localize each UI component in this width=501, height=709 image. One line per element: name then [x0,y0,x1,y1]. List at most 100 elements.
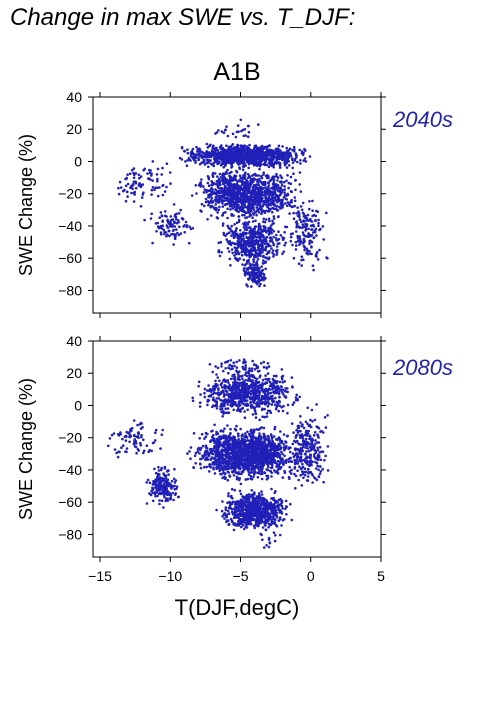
scatter-point [222,166,225,169]
scatter-point [151,160,155,163]
scatter-point [257,201,261,204]
scatter-point [192,432,196,435]
y-tick-label: 0 [74,153,82,169]
scatter-point [225,190,229,193]
scatter-point [197,158,201,161]
scatter-point [236,432,240,436]
scatter-point [317,221,320,225]
scatter-point [257,273,261,277]
scatter-point [241,385,245,389]
scatter-point [218,172,222,176]
scatter-point [302,159,306,162]
scatter-point [252,475,255,479]
scatter-point [308,240,312,244]
scatter-point [241,213,244,217]
scatter-point [245,248,249,251]
scatter-point [267,165,271,169]
scatter-point [260,408,264,412]
scatter-point [223,203,227,207]
scatter-point [203,188,206,191]
scatter-point [228,383,231,387]
scatter-point [272,185,276,188]
scatter-point [212,385,215,388]
scatter-point [260,145,263,149]
scatter-point [280,378,284,381]
scatter-point [166,219,169,222]
scatter-point [222,379,226,383]
scatter-point [285,179,288,183]
scatter-point [232,474,236,477]
scatter-point [298,218,302,221]
scatter-point [263,407,267,411]
scatter-point [246,408,249,412]
scatter-point [289,235,293,239]
scatter-point [224,393,227,396]
scatter-point [238,174,242,177]
scatter-point [309,224,313,227]
scatter-point [257,225,260,228]
scatter-point [314,219,317,223]
scatter-point [184,220,188,224]
scatter-point [300,150,304,153]
scatter-point [252,208,256,211]
scatter-point [253,386,257,389]
scatter-point [246,188,250,192]
scatter-point [125,176,128,180]
scatter-point [242,237,245,240]
scatter-point [189,159,192,162]
scatter-point [124,184,128,188]
scatter-point [272,374,276,378]
scatter-point [295,156,298,159]
scatter-point [273,425,277,429]
scatter-point [259,150,262,154]
scatter-point [310,240,314,244]
scatter-point [215,392,218,395]
scatter-point [199,393,202,396]
scatter-point [219,398,222,402]
scatter-point [291,386,294,389]
scatter-point [256,252,260,255]
scatter-point [268,148,272,152]
scatter-point [236,124,240,127]
scatter-point [259,208,263,211]
scatter-point [298,395,302,399]
scatter-point [228,250,231,253]
scatter-point [260,396,264,400]
scatter-point [296,160,299,164]
scatter-point [220,158,223,161]
scatter-point [308,200,311,203]
scatter-point [213,155,217,158]
scatter-point [260,176,264,180]
scatter-point [207,184,211,187]
scatter-point [219,187,222,190]
scatter-point [252,160,256,163]
scatter-point [229,175,232,178]
scatter-point [232,373,236,377]
scatter-point [132,176,136,179]
scatter-point [160,173,163,176]
scatter-point [243,156,247,159]
scatter-point [309,219,312,223]
scatter-point [277,197,281,200]
scatter-point [224,407,227,411]
scatter-point [271,394,274,398]
scatter-point [283,188,287,191]
scatter-point [265,415,269,418]
scatter-point [253,184,256,187]
scatter-point [225,125,228,128]
scatter-point [242,163,246,166]
scatter-point [243,272,247,275]
scatter-point [236,149,240,152]
scatter-point [262,432,266,436]
scatter-point [266,404,270,408]
scatter-point [268,240,272,243]
scatter-point [233,153,237,157]
scatter-point [300,258,303,262]
scatter-point [242,231,246,234]
scatter-point [227,145,231,149]
scatter-point [303,157,307,160]
scatter-point [266,395,269,398]
scatter-point [182,225,185,228]
scatter-point [244,478,247,481]
scatter-point [304,229,307,232]
